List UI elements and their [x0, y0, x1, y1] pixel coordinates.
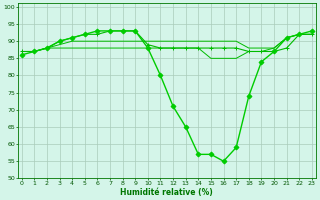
- X-axis label: Humidité relative (%): Humidité relative (%): [120, 188, 213, 197]
